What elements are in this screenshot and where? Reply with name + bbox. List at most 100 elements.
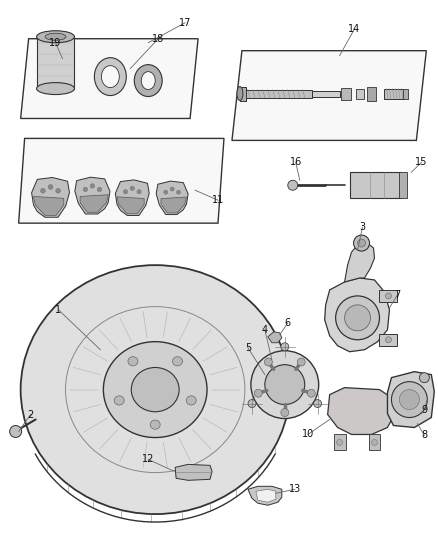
Text: 5: 5	[245, 343, 251, 353]
Circle shape	[345, 305, 371, 331]
Ellipse shape	[150, 420, 160, 429]
Circle shape	[385, 293, 392, 299]
Polygon shape	[248, 486, 282, 505]
Circle shape	[265, 358, 272, 366]
Circle shape	[419, 373, 429, 383]
Ellipse shape	[101, 66, 119, 87]
Ellipse shape	[186, 396, 196, 405]
Bar	[312, 91, 339, 96]
Circle shape	[385, 337, 392, 343]
Circle shape	[281, 343, 289, 351]
Circle shape	[48, 184, 53, 189]
Polygon shape	[256, 489, 276, 502]
Text: 3: 3	[360, 222, 366, 232]
Bar	[399, 172, 407, 198]
Text: 13: 13	[289, 484, 301, 494]
Circle shape	[83, 187, 88, 192]
Bar	[240, 86, 246, 101]
Circle shape	[137, 190, 141, 194]
Bar	[350, 172, 401, 198]
Polygon shape	[21, 39, 198, 118]
Bar	[368, 434, 381, 450]
Circle shape	[314, 400, 321, 408]
Text: 11: 11	[212, 195, 224, 205]
Circle shape	[10, 425, 21, 438]
Circle shape	[297, 358, 305, 366]
Bar	[379, 334, 397, 346]
Polygon shape	[80, 195, 108, 212]
Circle shape	[97, 187, 102, 192]
Text: 14: 14	[349, 24, 361, 34]
Ellipse shape	[37, 31, 74, 43]
Ellipse shape	[141, 71, 155, 90]
Bar	[334, 434, 346, 450]
Polygon shape	[328, 387, 395, 434]
Ellipse shape	[37, 83, 74, 94]
Polygon shape	[75, 177, 110, 214]
Circle shape	[336, 296, 379, 340]
Ellipse shape	[103, 342, 207, 438]
Polygon shape	[161, 197, 187, 213]
Polygon shape	[156, 181, 188, 215]
Ellipse shape	[265, 365, 305, 405]
Text: 12: 12	[142, 455, 155, 464]
Polygon shape	[232, 51, 426, 140]
Bar	[37, 37, 74, 88]
Text: 9: 9	[421, 405, 427, 415]
Polygon shape	[115, 180, 149, 215]
Polygon shape	[268, 332, 282, 343]
Circle shape	[90, 184, 95, 188]
Circle shape	[254, 389, 262, 397]
Circle shape	[399, 390, 419, 409]
Bar	[379, 290, 397, 302]
Circle shape	[170, 187, 174, 191]
Circle shape	[307, 389, 315, 397]
Text: 2: 2	[28, 409, 34, 419]
Text: 18: 18	[152, 34, 164, 44]
Ellipse shape	[45, 33, 66, 40]
Text: 7: 7	[394, 290, 401, 300]
Circle shape	[371, 439, 378, 446]
Circle shape	[288, 180, 298, 190]
Polygon shape	[33, 197, 64, 215]
Circle shape	[56, 188, 60, 193]
Text: 16: 16	[290, 157, 302, 167]
Bar	[341, 87, 350, 100]
Ellipse shape	[95, 58, 126, 95]
Circle shape	[177, 190, 180, 194]
Bar	[356, 88, 364, 99]
Text: 15: 15	[415, 157, 427, 167]
Circle shape	[357, 239, 366, 247]
Polygon shape	[19, 139, 224, 223]
Circle shape	[337, 439, 343, 446]
Ellipse shape	[128, 357, 138, 366]
Polygon shape	[117, 197, 144, 214]
Circle shape	[124, 190, 127, 194]
Ellipse shape	[21, 265, 290, 514]
Ellipse shape	[114, 396, 124, 405]
Ellipse shape	[173, 357, 183, 366]
Text: 1: 1	[56, 305, 62, 315]
Polygon shape	[175, 464, 212, 480]
Bar	[385, 88, 404, 99]
Circle shape	[164, 190, 168, 194]
Polygon shape	[325, 278, 389, 352]
Text: 8: 8	[421, 431, 427, 440]
Ellipse shape	[131, 367, 179, 411]
Ellipse shape	[237, 86, 243, 101]
Text: 10: 10	[302, 430, 314, 440]
Text: 6: 6	[285, 318, 291, 328]
Polygon shape	[345, 243, 374, 282]
Bar	[244, 90, 312, 98]
Ellipse shape	[134, 64, 162, 96]
Bar	[403, 88, 408, 99]
Circle shape	[281, 409, 289, 416]
Circle shape	[392, 382, 427, 417]
Bar	[367, 86, 377, 101]
Circle shape	[353, 235, 370, 251]
Text: 17: 17	[179, 18, 191, 28]
Polygon shape	[388, 372, 434, 427]
Circle shape	[130, 186, 134, 190]
Text: 4: 4	[262, 325, 268, 335]
Ellipse shape	[251, 351, 319, 418]
